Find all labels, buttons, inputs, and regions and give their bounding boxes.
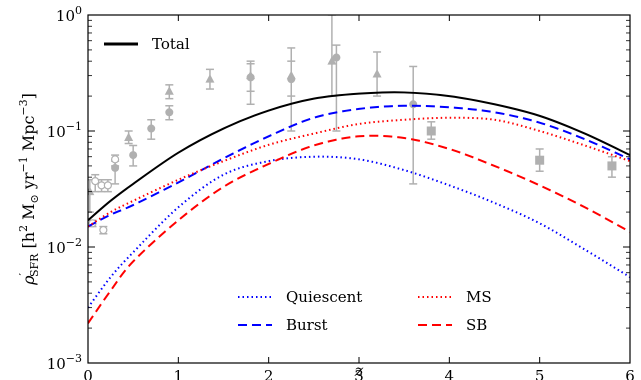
x-axis-label: z [354,361,364,380]
series-sb-line [88,134,630,324]
svg-text:ρ′SFR [h2 M⊙ yr−1 Mpc−3]: ρ′SFR [h2 M⊙ yr−1 Mpc−3] [17,93,41,286]
triangle-marker [88,186,95,196]
y-label-sup2: 2 [17,225,30,232]
circle-marker [147,124,156,133]
circle-marker [332,53,341,62]
circle-marker [246,73,255,82]
open-circle-marker [99,225,108,235]
x-tick-label: 2 [264,367,274,380]
obs-point [91,173,100,193]
square-marker [426,126,436,136]
triangle-marker [205,74,215,83]
circle-marker [129,151,138,160]
obs-point [99,225,108,235]
y-label-msun: M [19,203,38,224]
y-label-yr-exp: −1 [17,156,30,172]
y-label-close: ] [19,93,38,99]
obs-point [332,44,341,132]
y-axis-label: ρ′SFR [h2 M⊙ yr−1 Mpc−3] [17,93,41,286]
observation-points [88,15,617,235]
obs-point [129,144,138,167]
obs-point [103,178,112,193]
model-curves [88,91,630,324]
open-circle-marker [91,176,100,186]
obs-point [535,148,545,172]
plot-frame [87,14,631,364]
open-circle-marker [110,155,120,164]
y-label-yr: yr [19,172,38,194]
circle-marker [165,108,174,117]
x-tick-label: 5 [535,367,545,380]
triangle-marker [124,132,134,141]
y-label-mpc-exp: −3 [17,99,30,115]
obs-point [124,130,134,145]
legend-label-total: Total [152,35,190,53]
x-tick-label: 1 [174,367,184,380]
y-tick-label: 10−2 [47,236,82,257]
obs-point [246,62,255,106]
y-tick-label: 10−3 [47,352,82,373]
obs-point [164,84,174,100]
square-marker [607,161,617,171]
obs-point [426,121,436,140]
y-label-prime: ′ [17,273,30,276]
x-tick-label: 4 [445,367,455,380]
triangle-marker [372,69,382,78]
plot-area [88,15,630,363]
circle-marker [409,100,418,109]
y-tick-label: 10−1 [47,120,82,141]
legend-total: Total [104,35,190,53]
legend-label-burst: Burst [286,316,328,334]
y-label-mpc: Mpc [19,116,38,157]
triangle-marker [327,56,337,65]
open-circle-marker [103,181,112,190]
triangle-marker [164,86,174,95]
legend-label-ms: MS [466,288,492,306]
y-label-sub: SFR [28,253,41,277]
legend-label-quiescent: Quiescent [286,288,362,306]
circle-marker [287,75,296,84]
series-total-line [88,91,630,222]
series-quiescent-line [88,155,630,309]
square-marker [535,155,545,165]
x-tick-label: 3 [354,367,364,380]
axis-ticks: 0 1 2 3 4 5 6 10−3 10−2 10−1 100 [47,4,635,380]
obs-point [110,154,120,167]
obs-point [147,119,156,140]
y-label-body: [h [19,232,38,254]
y-label-rho: ρ [19,275,38,286]
series-burst-line [88,104,630,228]
legend-components: Quiescent Burst MS SB [238,288,492,334]
obs-point [165,105,174,121]
obs-point [205,68,215,90]
y-tick-label: 100 [56,4,82,25]
x-tick-label: 0 [83,367,93,380]
obs-point [372,51,382,97]
legend-label-sb: SB [466,316,487,334]
obs-point [607,155,617,178]
y-label-sun-sub: ⊙ [28,194,41,203]
x-tick-label: 6 [625,367,635,380]
obs-point [287,60,296,132]
